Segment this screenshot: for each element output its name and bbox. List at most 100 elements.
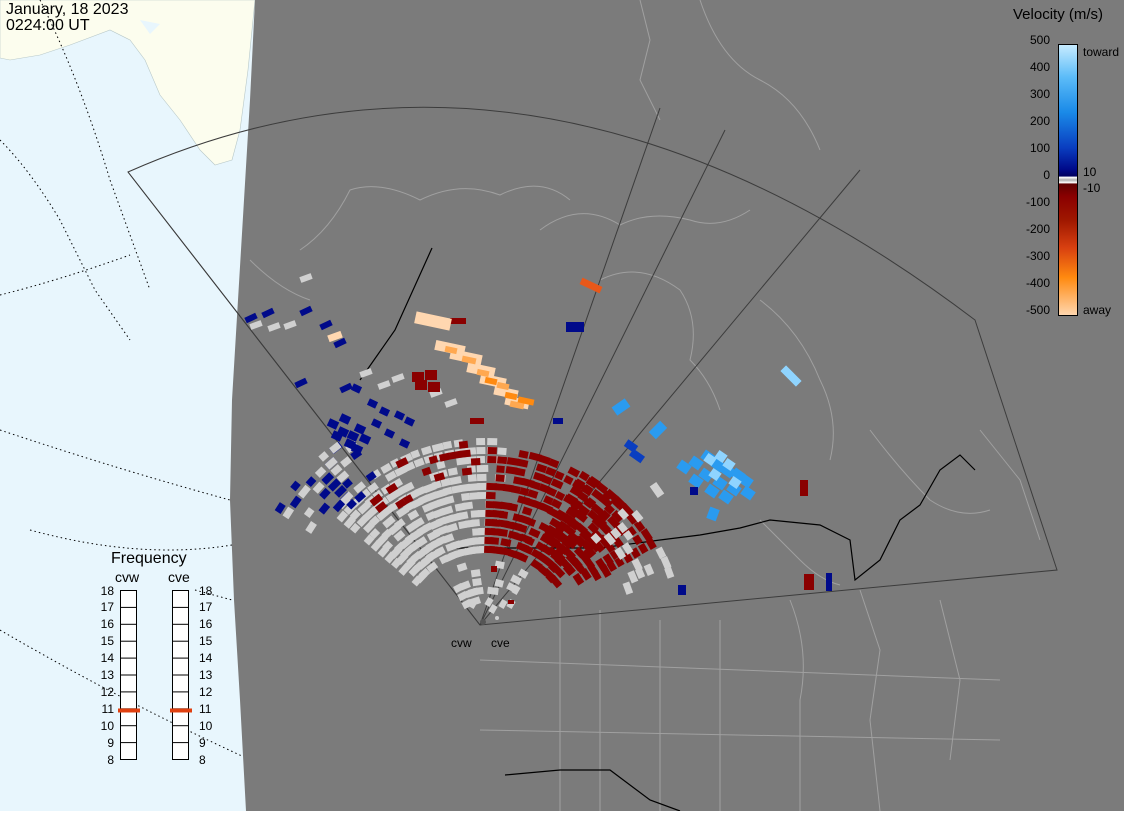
colorbar-tick: 400 bbox=[1029, 60, 1050, 74]
scatter-cell bbox=[377, 380, 391, 390]
scatter-cell bbox=[590, 503, 604, 516]
colorbar-tick: -100 bbox=[1025, 195, 1050, 209]
scatter-cell bbox=[538, 565, 550, 577]
scatter-cell bbox=[470, 418, 484, 424]
scatter-cell bbox=[365, 471, 377, 482]
scatter-cell bbox=[609, 549, 621, 561]
scatter-cell bbox=[465, 587, 479, 599]
scatter-cell bbox=[369, 493, 384, 507]
scatter-cell bbox=[517, 396, 535, 406]
scatter-cell bbox=[484, 527, 496, 536]
scatter-cell bbox=[704, 483, 720, 499]
scatter-cell bbox=[461, 467, 473, 476]
scatter-cell bbox=[369, 515, 381, 527]
scatter-cell bbox=[649, 481, 665, 499]
scatter-cell bbox=[456, 456, 469, 466]
scatter-cell bbox=[453, 582, 465, 594]
scatter-cell bbox=[553, 418, 563, 424]
scatter-cell bbox=[459, 449, 471, 458]
scatter-cell bbox=[546, 487, 558, 497]
scatter-cell bbox=[569, 485, 583, 498]
scatter-cell bbox=[330, 430, 344, 442]
scatter-cell bbox=[527, 489, 539, 499]
scatter-cell bbox=[487, 455, 497, 464]
scatter-cell bbox=[299, 273, 313, 283]
frequency-tick: 8 bbox=[199, 752, 206, 767]
colorbar-tick: -400 bbox=[1025, 276, 1050, 290]
scatter-cell bbox=[555, 509, 568, 521]
scatter-cell bbox=[497, 447, 507, 456]
scatter-cell bbox=[623, 439, 639, 453]
scatter-cell bbox=[458, 520, 470, 530]
scatter-cell bbox=[414, 311, 452, 331]
frequency-marker-cvw bbox=[118, 708, 140, 713]
frequency-tick: 16 bbox=[199, 617, 213, 632]
scatter-cell bbox=[582, 484, 594, 495]
scatter-cell bbox=[626, 526, 637, 537]
scatter-cell bbox=[426, 561, 439, 573]
scatter-cell bbox=[628, 448, 646, 464]
date-label: January, 18 2023 bbox=[6, 1, 129, 18]
scatter-cell bbox=[632, 534, 643, 546]
scatter-cell bbox=[577, 504, 591, 517]
scatter-cell bbox=[403, 416, 416, 427]
scatter-cell bbox=[349, 509, 361, 521]
scatter-cell bbox=[521, 506, 533, 516]
scatter-cell bbox=[575, 535, 587, 547]
scatter-cell bbox=[640, 528, 653, 542]
scatter-cell bbox=[402, 494, 414, 505]
scatter-cell bbox=[467, 474, 477, 482]
scatter-cell bbox=[590, 532, 602, 544]
scatter-cell bbox=[602, 553, 614, 566]
scatter-cell bbox=[655, 546, 667, 560]
colorbar-tick: 300 bbox=[1029, 87, 1050, 101]
scatter-cell bbox=[612, 495, 626, 509]
scatter-cell bbox=[614, 556, 625, 568]
scatter-cell bbox=[535, 463, 548, 474]
scatter-cell bbox=[412, 372, 424, 382]
scatter-cell bbox=[421, 502, 434, 513]
time-label: 0224:00 UT bbox=[6, 17, 90, 34]
scatter-cell bbox=[393, 486, 406, 498]
scatter-cell bbox=[538, 454, 551, 465]
scatter-cell bbox=[377, 545, 390, 558]
scatter-cell bbox=[290, 480, 301, 492]
scatter-cell bbox=[366, 398, 379, 409]
frequency-title: Frequency bbox=[111, 550, 187, 567]
scatter-cell bbox=[485, 509, 497, 518]
scatter-cell bbox=[804, 574, 814, 590]
scatter-cell bbox=[346, 498, 357, 510]
colorbar-tick: -200 bbox=[1025, 222, 1050, 236]
scatter-cell bbox=[604, 542, 616, 554]
scatter-cell bbox=[267, 322, 281, 332]
scatter-cell bbox=[518, 450, 529, 459]
scatter-cell bbox=[249, 320, 263, 330]
scatter-cell bbox=[391, 373, 405, 383]
frequency-tick: 14 bbox=[100, 651, 114, 666]
scatter-cell bbox=[393, 410, 406, 421]
scatter-cell bbox=[512, 476, 525, 486]
scatter-cell bbox=[617, 522, 628, 534]
scatter-cell bbox=[458, 440, 469, 449]
scatter-cell bbox=[538, 483, 551, 494]
scatter-cell bbox=[461, 598, 473, 610]
scatter-cell bbox=[413, 457, 425, 468]
scatter-cell bbox=[339, 382, 353, 394]
scatter-cell bbox=[326, 418, 340, 430]
scatter-cell bbox=[643, 563, 655, 577]
scatter-cell bbox=[395, 505, 410, 518]
scatter-cell bbox=[336, 510, 349, 523]
scatter-cell bbox=[261, 307, 275, 319]
scatter-cell bbox=[363, 508, 376, 521]
scatter-cell bbox=[358, 433, 372, 445]
scatter-cell bbox=[340, 491, 354, 505]
scatter-cell bbox=[627, 570, 639, 584]
scatter-cell bbox=[353, 481, 367, 494]
us-canada-border bbox=[452, 454, 976, 582]
scatter-cell bbox=[305, 476, 317, 488]
scatter-cell bbox=[357, 501, 371, 515]
scatter-cell bbox=[384, 551, 397, 564]
scatter-cell bbox=[587, 475, 601, 488]
scatter-cell bbox=[515, 541, 530, 553]
scatter-cell bbox=[394, 465, 408, 477]
